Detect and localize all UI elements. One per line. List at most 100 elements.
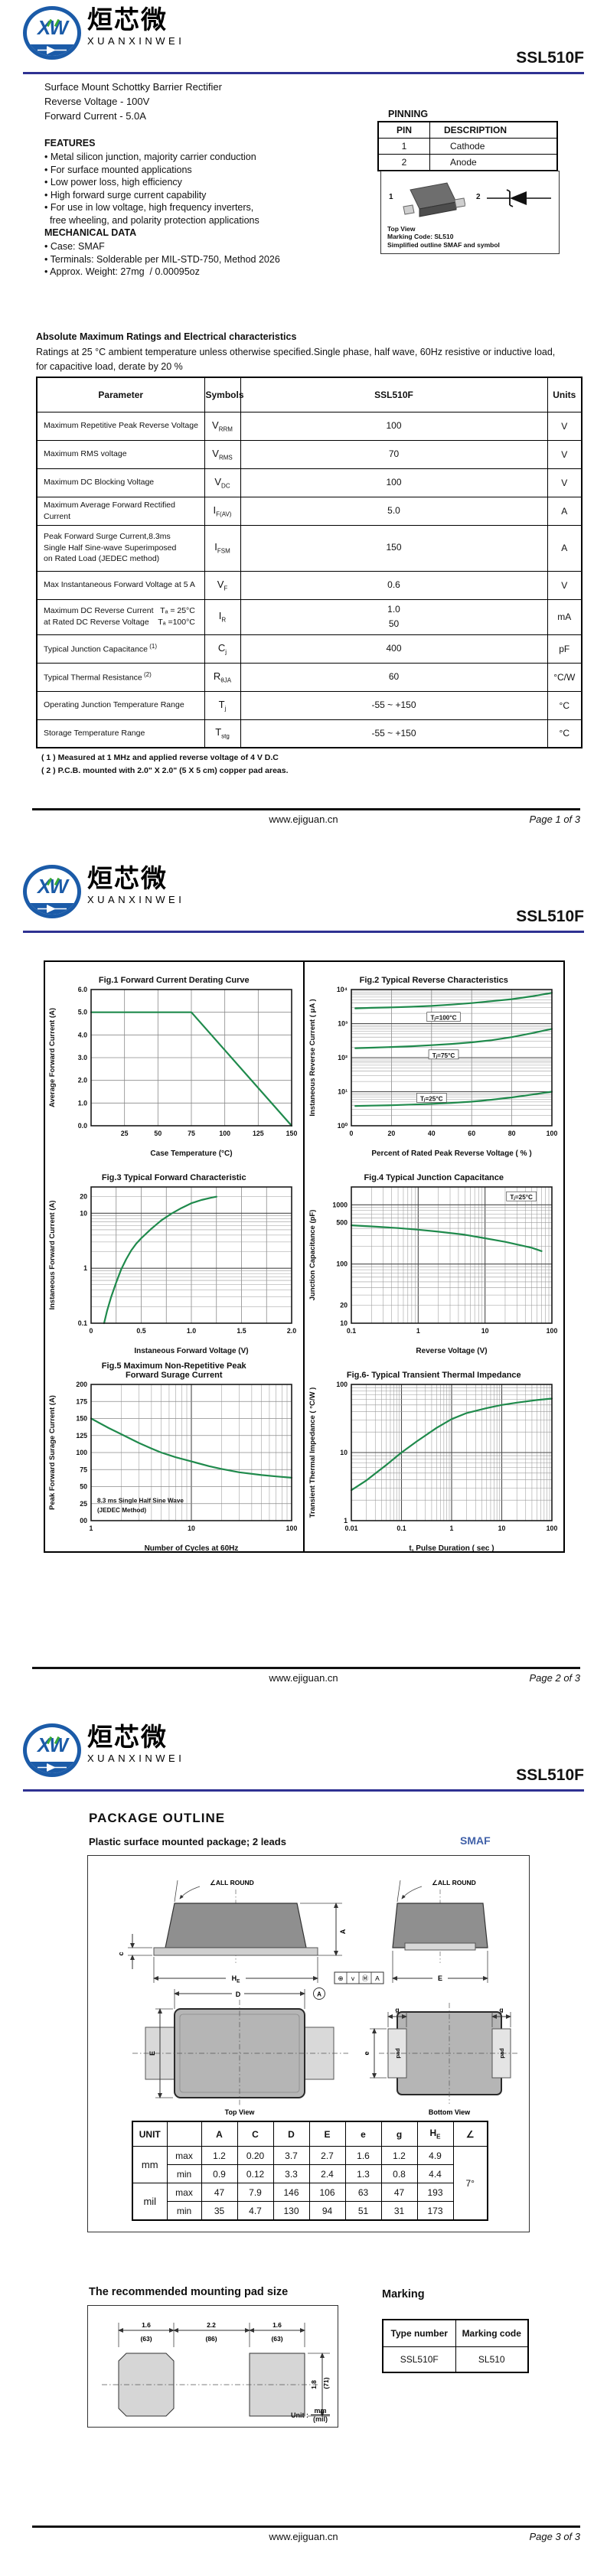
company-name-cn: 烜芯微 [87,5,168,34]
svg-text:1.0: 1.0 [78,1099,87,1107]
svg-text:6.0: 6.0 [78,986,87,993]
feature-item: free wheeling, and polarity protection a… [44,214,259,226]
table-row: Typical Junction Capacitance (1) Cj 400 pF [36,634,583,664]
svg-text:50: 50 [155,1130,162,1137]
svg-text:10: 10 [481,1327,489,1335]
company-name-cn: 烜芯微 [87,1723,168,1751]
outline-captions: Top View Marking Code: SL510 Simplified … [387,224,500,249]
datum-circle-label: A [317,1991,321,1998]
svg-text:1: 1 [90,1524,93,1532]
features-title: FEATURES [44,138,96,148]
summary-line: Forward Current - 5.0A [44,110,146,122]
svg-text:25: 25 [121,1130,129,1137]
svg-text:Peak Forward Surage Current (A: Peak Forward Surage Current (A) [48,1395,57,1510]
logo-letters: XW [38,16,68,39]
company-name-en: XUANXINWEI [87,35,185,47]
table-row: Maximum DC Blocking Voltage VDC 100 V [36,468,583,497]
dim-E-label: E [148,2051,156,2056]
figure-fig2: Fig.2 Typical Reverse Characteristics Tⱼ=… [305,962,564,1159]
svg-text:10: 10 [80,1209,87,1217]
table-row: min 35 4.7 130 94 51 31 173 [132,2201,488,2221]
logo-text: 烜芯微 XUANXINWEI [87,865,184,906]
svg-text:Tⱼ=100°C: Tⱼ=100°C [430,1015,456,1022]
charts-left-column: Fig.1 Forward Current Derating Curve 25 50… [45,962,305,1554]
svg-text:0.1: 0.1 [347,1327,356,1335]
mounting-pad-drawing: 1.6 (63) 2.2 (86) 1.6 (63) 1.8 (71) [102,2321,330,2417]
svg-text:100: 100 [336,1260,348,1268]
svg-text:1: 1 [416,1327,420,1335]
svg-text:20: 20 [387,1130,395,1137]
ratings-table: Parameter Symbols SSL510F Units Maximum Repe… [36,377,583,748]
figure-fig5: Fig.5 Maximum Non-Repetitive Peak Forward… [45,1357,303,1554]
svg-text:Average Forward Current (A): Average Forward Current (A) [48,1008,57,1107]
footer-rule [32,808,580,810]
figure-fig1: Fig.1 Forward Current Derating Curve 25 50… [45,962,303,1159]
figure-title: Fig.5 Maximum Non-Repetitive Peak Forward… [101,1361,246,1380]
pad-dim-mil: (86) [205,2335,217,2343]
svg-text:50: 50 [80,1483,87,1491]
marking-table: Type number Marking code SSL510F SL510 [382,2319,529,2373]
dim-g-label: g [395,2006,399,2014]
datasheet-page-3: XW 烜芯微 XUANXINWEI SSL510F PACKAGE OUTLIN… [0,1717,607,2576]
svg-text:(JEDEC Method): (JEDEC Method) [97,1507,146,1514]
svg-text:Case Temperature (°C): Case Temperature (°C) [151,1149,233,1158]
svg-text:10: 10 [340,1319,348,1327]
figure-title: Fig.3 Typical Forward Characteristic [101,1173,246,1182]
svg-text:10²: 10² [338,1054,348,1061]
figure-title: Fig.6- Typical Transient Thermal Impedan… [346,1371,521,1380]
table-row: 2 Anode [377,154,558,171]
pad-dim: 1.6 [272,2321,282,2329]
svg-text:1: 1 [83,1264,87,1272]
table-row: Maximum Repetitive Peak Reverse Voltage V… [36,411,583,441]
svg-text:0: 0 [349,1130,353,1137]
svg-text:75: 75 [188,1130,195,1137]
figure-plot: 25 50 75 100 125 150 0.0 1.0 2.0 3.0 4.0 5.0 6.0 Case… [48,986,298,1158]
svg-text:20: 20 [80,1193,87,1201]
svg-text:Instaneous Forward Voltage (V): Instaneous Forward Voltage (V) [135,1347,249,1355]
package-3d-icon [403,182,465,217]
svg-text:Junction Capacitance (pF): Junction Capacitance (pF) [308,1210,317,1301]
table-row: Peak Forward Surge Current,8.3ms Single H… [36,524,583,572]
mounting-pad-title: The recommended mounting pad size [89,2286,289,2298]
mechanical-item: • Terminals: Solderable per MIL-STD-750,… [44,253,280,265]
svg-text:10⁰: 10⁰ [337,1122,348,1130]
footer-rule [32,2525,580,2528]
datum-cell: Ⓜ [362,1974,369,1982]
table-row: min 0.9 0.12 3.3 2.4 1.3 0.8 4.4 [132,2164,488,2183]
table-header-row: Parameter Symbols SSL510F Units [36,377,583,412]
svg-text:150: 150 [286,1130,298,1137]
pinning-table: PIN DESCRIPTION 1 Cathode 2 Anode [377,121,558,171]
marking-table: Type number Marking code SSL510F SL510 [382,2319,529,2373]
bottom-view-label: Bottom View [429,2108,471,2116]
part-number: SSL510F [516,1766,584,1784]
svg-text:100: 100 [546,1327,557,1335]
table-row: Storage Temperature Range Tstg -55 ~ +150 °… [36,719,583,748]
logo-letters: XW [38,875,68,898]
svg-text:100: 100 [546,1524,557,1532]
pinning-title: PINNING [388,109,429,119]
svg-text:Reverse Voltage (V): Reverse Voltage (V) [416,1347,487,1355]
ratings-title: Absolute Maximum Ratings and Electrical … [36,331,297,342]
svg-text:1: 1 [344,1517,348,1524]
svg-text:0.5: 0.5 [137,1327,146,1335]
datum-cell: ⊕ [338,1974,343,1982]
header-rule [23,72,584,74]
figure-title: Fig.2 Typical Reverse Characteristics [359,976,508,985]
svg-text:125: 125 [253,1130,264,1137]
logo-diode-band-icon [27,44,77,56]
svg-text:40: 40 [428,1130,436,1137]
logo-letters: XW [38,1733,68,1756]
svg-text:Number of Cycles at 60Hz: Number of Cycles at 60Hz [145,1544,239,1553]
svg-text:2.0: 2.0 [78,1077,87,1084]
figure-title: Fig.4 Typical Junction Capacitance [364,1173,504,1182]
mechanical-data-section: MECHANICAL DATA • Case: SMAF • Terminals:… [44,227,280,279]
footer-website: www.ejiguan.cn [269,1672,338,1684]
svg-text:3.0: 3.0 [78,1054,87,1061]
mechanical-data-list: • Case: SMAF • Terminals: Solderable per … [44,240,280,279]
pad-dim: 2.2 [207,2321,216,2329]
svg-text:Percent of Rated Peak Reverse: Percent of Rated Peak Reverse Voltage ( … [371,1149,531,1158]
svg-text:10: 10 [498,1524,505,1532]
mechanical-item: • Case: SMAF [44,241,105,252]
logo-ellipse-icon: XW [23,6,81,60]
svg-text:1000: 1000 [332,1201,348,1208]
